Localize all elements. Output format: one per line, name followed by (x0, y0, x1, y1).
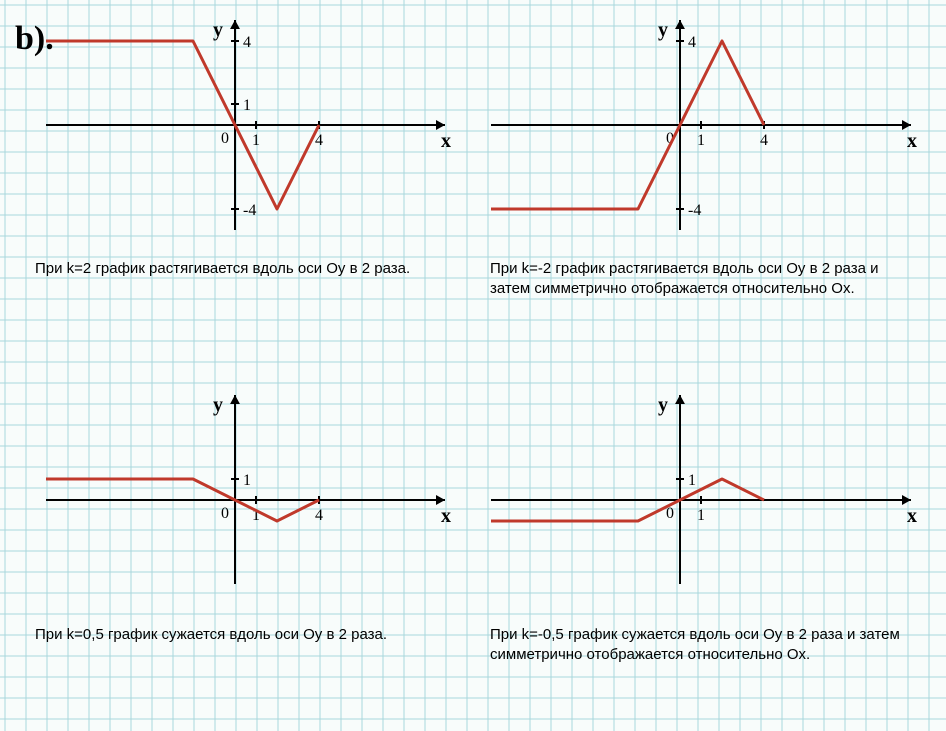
y-tick-label: 1 (243, 97, 251, 114)
y-tick-label: 4 (243, 34, 251, 51)
plot-p4: xy110 (490, 380, 930, 600)
x-tick-label: 1 (252, 132, 260, 149)
y-tick-label: -4 (243, 202, 256, 219)
plot-p3: xy1410 (35, 380, 455, 600)
x-axis-label: x (907, 130, 917, 152)
plot-caption: При k=0,5 график сужается вдоль оси Oy в… (35, 625, 387, 645)
plot-caption: При k=-0,5 график сужается вдоль оси Oy … (490, 625, 920, 664)
plot-caption: При k=2 график растягивается вдоль оси O… (35, 259, 410, 279)
x-tick-label: 1 (697, 507, 705, 524)
x-axis-label: x (441, 505, 451, 527)
x-tick-label: 4 (315, 507, 323, 524)
problem-label: b). (15, 20, 54, 58)
plot-caption: При k=-2 график растягивается вдоль оси … (490, 259, 920, 298)
plot-p2: xy144-40 (490, 10, 930, 260)
origin-label: 0 (221, 505, 229, 522)
x-tick-label: 1 (697, 132, 705, 149)
plot-p1: x y 1 4 1 4 -4 0 (35, 10, 455, 260)
y-axis-label: y (213, 19, 223, 41)
x-tick-label: 4 (760, 132, 768, 149)
y-axis-label: y (658, 19, 668, 41)
x-axis-label: x (441, 130, 451, 152)
y-tick-label: 1 (688, 472, 696, 489)
y-tick-label: 1 (243, 472, 251, 489)
origin-label: 0 (221, 130, 229, 147)
y-tick-label: -4 (688, 202, 701, 219)
x-axis-label: x (907, 505, 917, 527)
y-tick-label: 4 (688, 34, 696, 51)
y-axis-label: y (658, 394, 668, 416)
x-tick-label: 4 (315, 132, 323, 149)
y-axis-label: y (213, 394, 223, 416)
